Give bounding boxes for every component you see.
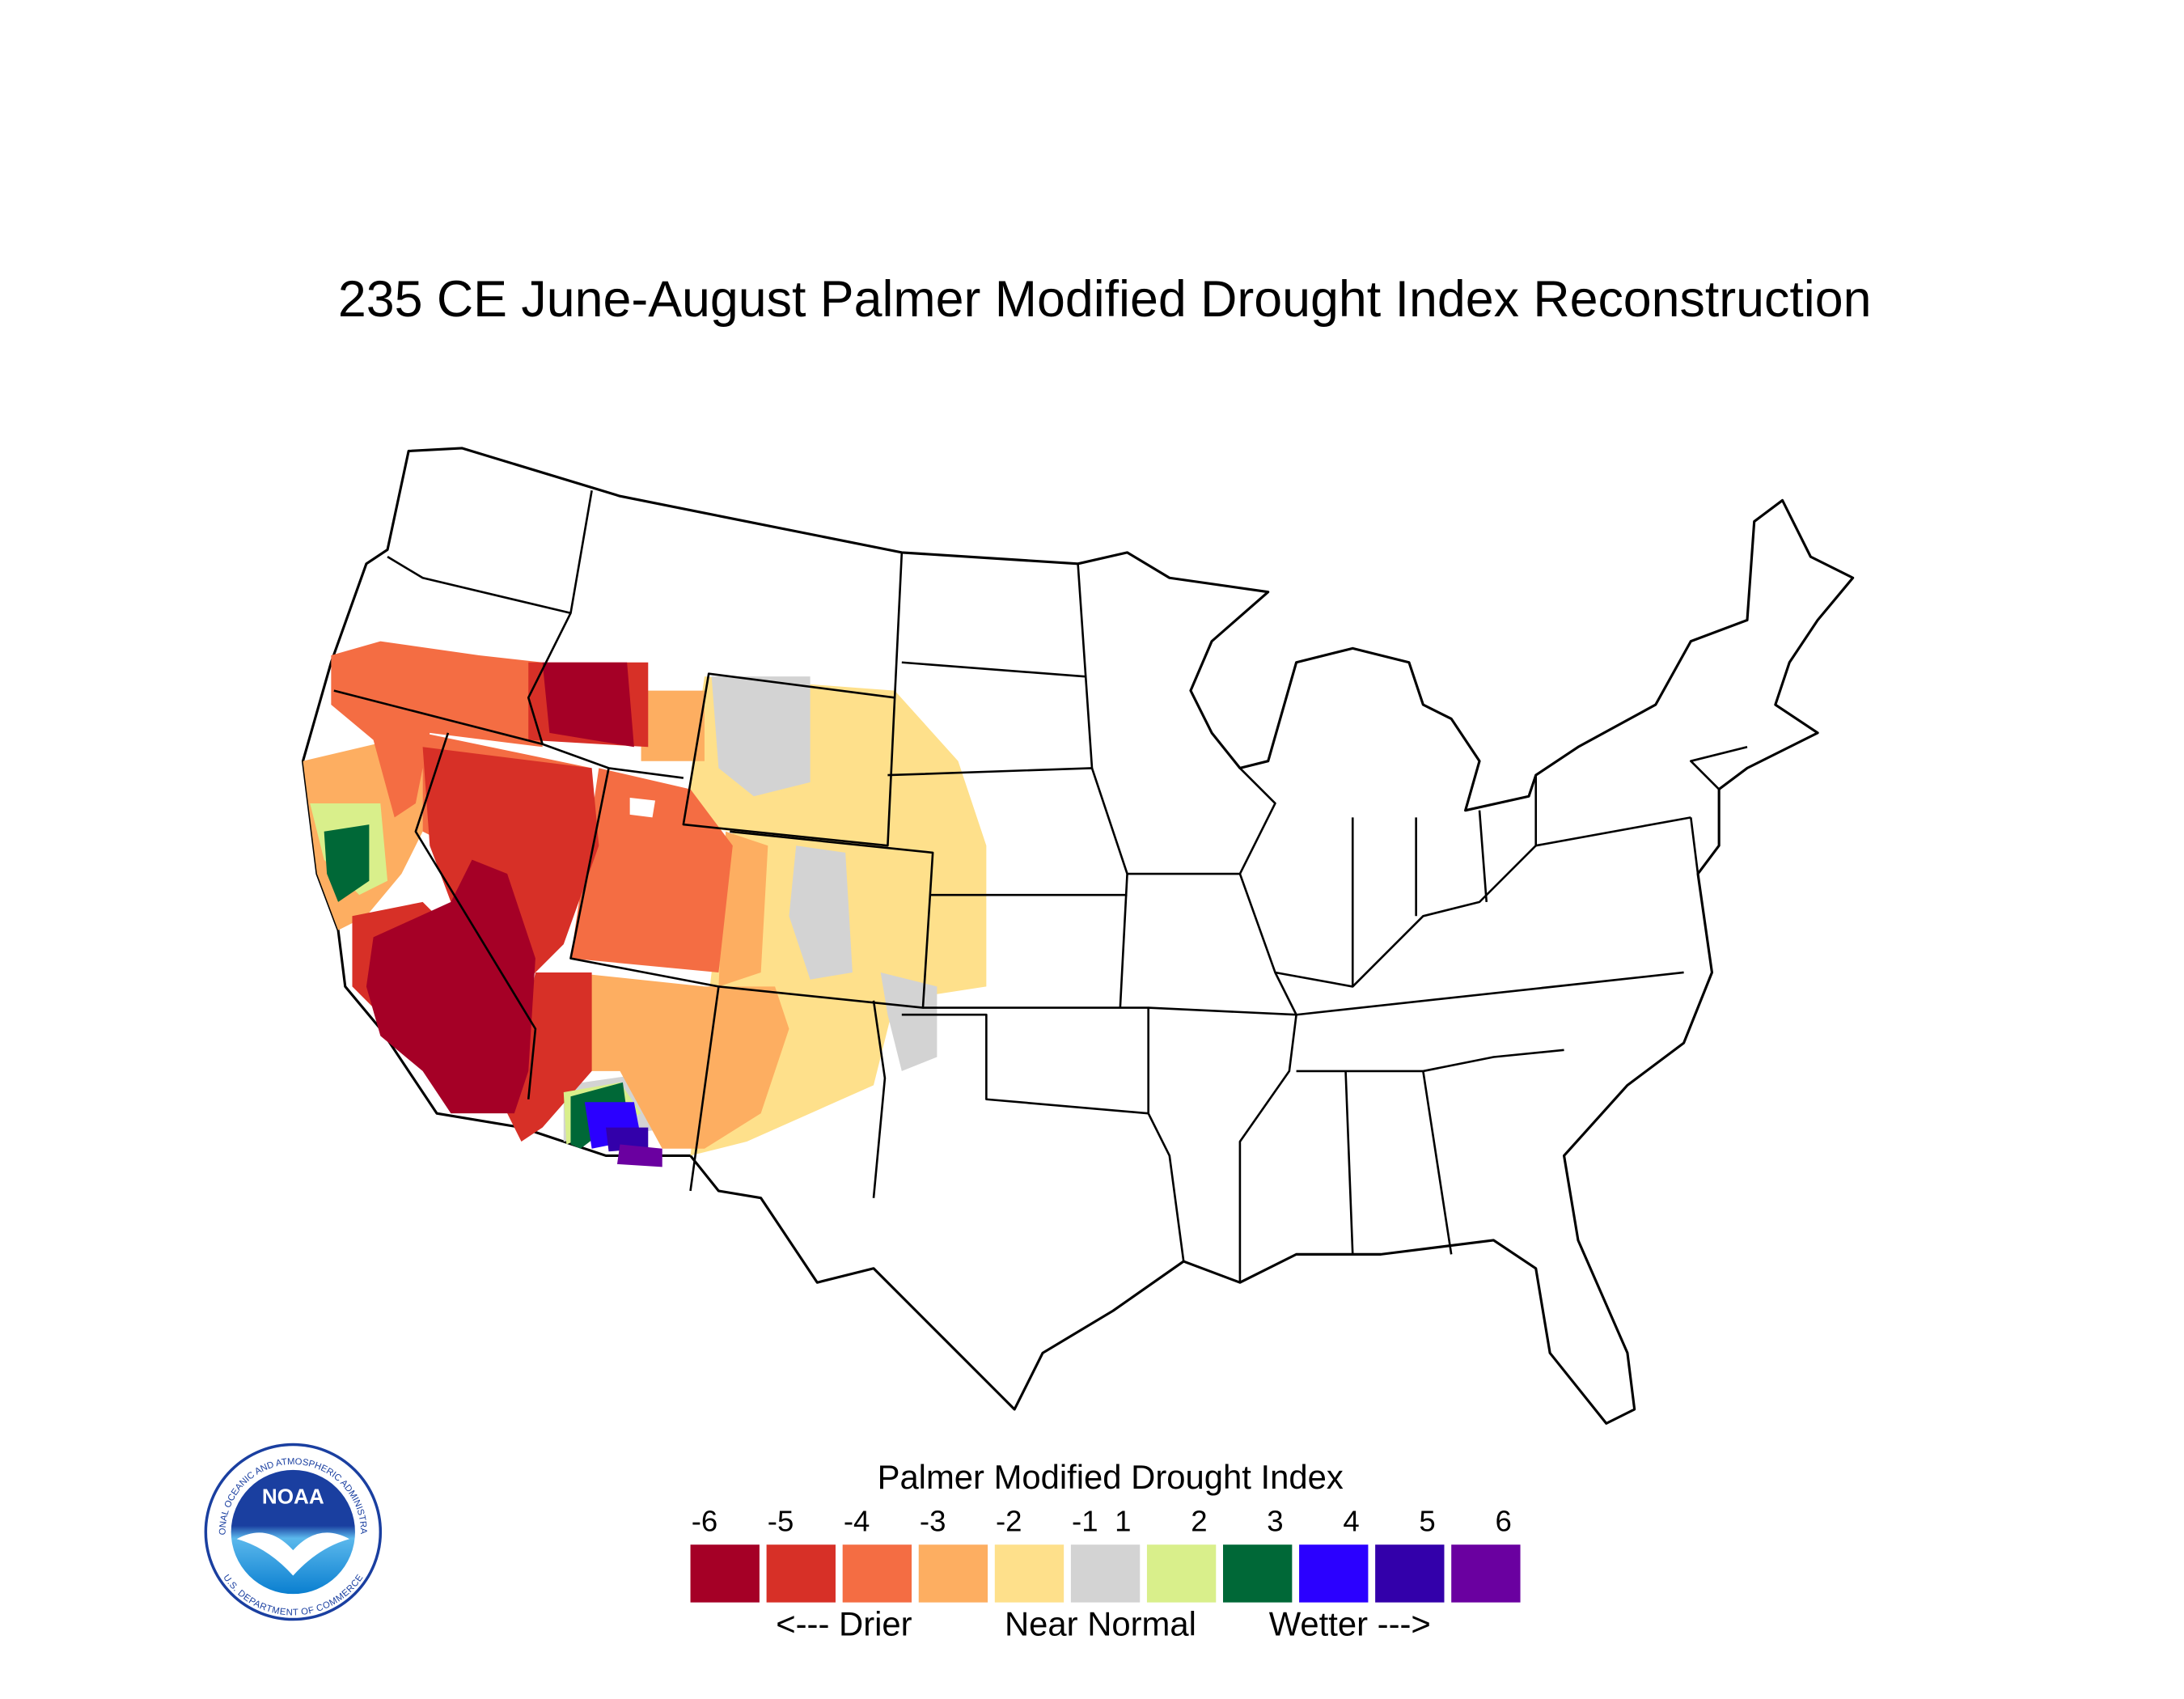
legend-swatch <box>842 1544 912 1603</box>
legend-tick-label: 2 <box>1191 1505 1207 1538</box>
shade-area <box>616 1144 662 1167</box>
legend-swatch <box>1223 1544 1293 1603</box>
legend-caption: <--- Drier <box>776 1604 912 1642</box>
legend-tick-label: 5 <box>1419 1505 1435 1538</box>
state-border <box>527 490 593 745</box>
legend-caption: Near Normal <box>1005 1604 1196 1642</box>
legend-tick-label: -1 <box>1072 1505 1098 1538</box>
state-border <box>1275 775 1538 988</box>
shade-area <box>366 662 634 1114</box>
legend-swatch <box>1299 1544 1369 1603</box>
state-border <box>1148 1006 1564 1255</box>
logo-disc <box>231 1469 355 1595</box>
legend-swatch <box>1451 1544 1521 1603</box>
state-border <box>1296 746 1748 1016</box>
drought-shading <box>303 641 987 1167</box>
legend-swatch <box>766 1544 836 1603</box>
legend-tick-label: -3 <box>920 1505 946 1538</box>
legend-tick-label: -6 <box>692 1505 718 1538</box>
state-border <box>1077 563 1297 1283</box>
legend-swatch <box>1070 1544 1141 1603</box>
legend-tick-label: 3 <box>1267 1505 1283 1538</box>
legend-caption: Wetter ---> <box>1269 1604 1431 1642</box>
logo-name: NOAA <box>262 1485 324 1509</box>
legend-swatch <box>1375 1544 1445 1603</box>
legend: -6 -5 -4 -3 -2 -1 1 2 3 4 5 6 <--- Drier Near Normal W… <box>690 1505 1521 1642</box>
logo-bird <box>236 1532 349 1576</box>
no-data-cell <box>629 797 655 818</box>
legend-swatch <box>994 1544 1064 1603</box>
legend-swatch <box>918 1544 988 1603</box>
legend-swatch <box>690 1544 760 1603</box>
legend-tick-label: 4 <box>1343 1505 1359 1538</box>
state-border <box>887 552 1149 1114</box>
legend-tick-label: -2 <box>996 1505 1022 1538</box>
state-border <box>333 689 684 779</box>
shade-area <box>303 690 789 1149</box>
state-borders <box>333 490 1748 1283</box>
state-border <box>387 555 571 615</box>
state-border <box>569 768 719 988</box>
legend-tick-label: -5 <box>768 1505 794 1538</box>
legend-title: Palmer Modified Drought Index <box>878 1458 1344 1496</box>
state-border <box>872 1000 1185 1262</box>
legend-tick-label: 6 <box>1495 1505 1511 1538</box>
legend-tick-label: -4 <box>844 1505 870 1538</box>
legend-swatch <box>1146 1544 1217 1603</box>
state-border <box>414 732 537 1099</box>
state-border <box>682 672 896 847</box>
map <box>301 447 1855 1425</box>
title: 235 CE June-August Palmer Modified Droug… <box>338 271 1872 328</box>
shade-area <box>606 1127 649 1152</box>
legend-tick-label: 1 <box>1115 1505 1131 1538</box>
